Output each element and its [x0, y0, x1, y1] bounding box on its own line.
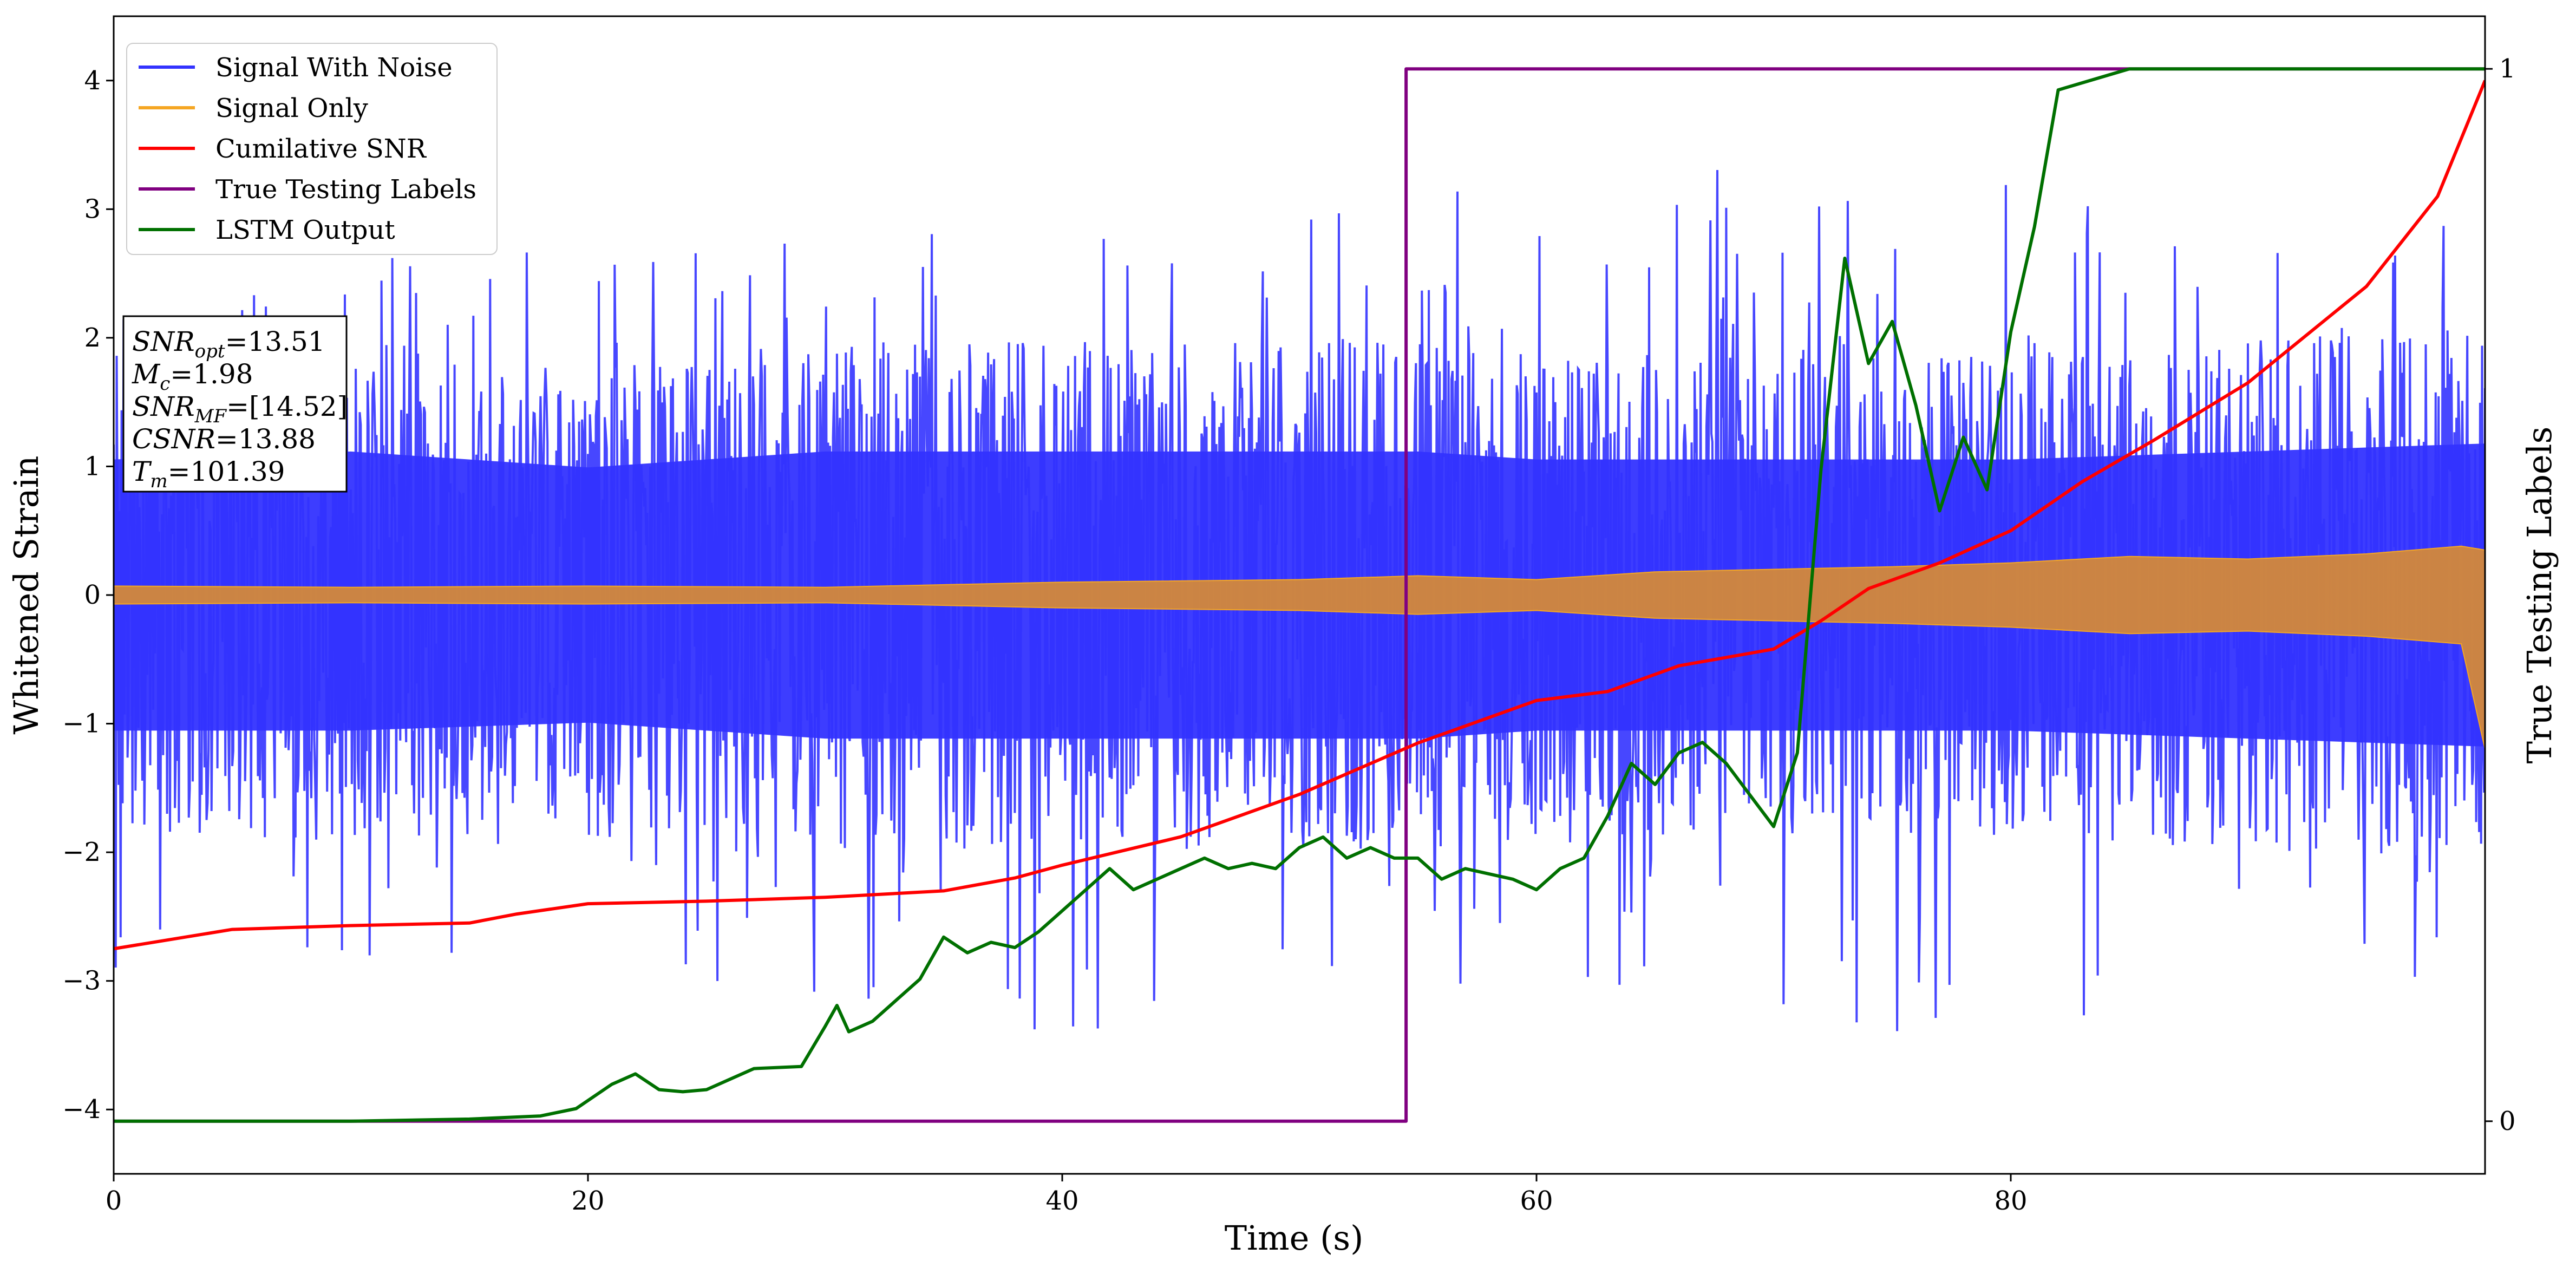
info-tm: Tm=101.39	[132, 456, 285, 492]
legend-label-signal-with-noise: Signal With Noise	[215, 53, 453, 83]
y-tick-label: −1	[62, 709, 101, 739]
y-axis-label: Whitened Strain	[6, 456, 46, 735]
y-tick-label: −4	[62, 1094, 101, 1125]
info-snr-opt: SNRopt=13.51	[132, 326, 325, 362]
right-tick-label: 1	[2499, 54, 2516, 84]
y-tick-label: 4	[84, 66, 101, 96]
legend-label-lstm-output: LSTM Output	[215, 215, 395, 245]
series-signal-only	[114, 545, 2485, 750]
info-box-frame	[122, 315, 348, 493]
series-true-testing-labels	[114, 67, 2485, 1123]
x-axis-ticks: 0 20 40 60 80	[106, 1174, 2028, 1216]
legend-box	[126, 43, 498, 255]
legend-label-true-testing-labels: True Testing Labels	[215, 174, 476, 205]
y-axis-ticks: 4 3 2 1 0 −1 −2 −3 −4	[62, 66, 114, 1125]
y-tick-label: 0	[84, 580, 101, 610]
legend-label-cumilative-snr: Cumilative SNR	[215, 134, 427, 164]
y-tick-label: 2	[84, 323, 101, 353]
y-tick-label: −2	[62, 837, 101, 867]
right-tick-label: 0	[2499, 1106, 2516, 1136]
info-snr-mf: SNRMF=[14.52]	[132, 391, 348, 427]
y-tick-label: 3	[84, 194, 101, 224]
right-axis-ticks: 10	[2485, 54, 2516, 1136]
series-cumilative-snr	[114, 80, 2485, 951]
x-tick-label: 80	[1994, 1186, 2027, 1216]
info-csnr: CSNR=13.88	[132, 423, 316, 455]
signal-only-series	[114, 545, 2485, 750]
x-tick-label: 60	[1520, 1186, 1553, 1216]
x-tick-label: 0	[106, 1186, 122, 1216]
right-axis-label: True Testing Labels	[2520, 427, 2559, 764]
x-axis-label: Time (s)	[1225, 1218, 1364, 1258]
info-box: SNRopt=13.51 Mc=1.98 SNRMF=[14.52] CSNR=…	[122, 315, 348, 493]
x-tick-label: 20	[571, 1186, 604, 1216]
y-tick-label: 1	[84, 451, 101, 481]
y-tick-label: −3	[62, 966, 101, 996]
legend-label-signal-only: Signal Only	[215, 93, 368, 123]
line-series-group	[114, 67, 2485, 1123]
legend: Signal With Noise Signal Only Cumilative S…	[126, 43, 498, 255]
series-lstm-output	[114, 67, 2485, 1123]
info-mc: Mc=1.98	[132, 358, 253, 395]
x-tick-label: 40	[1045, 1186, 1078, 1216]
